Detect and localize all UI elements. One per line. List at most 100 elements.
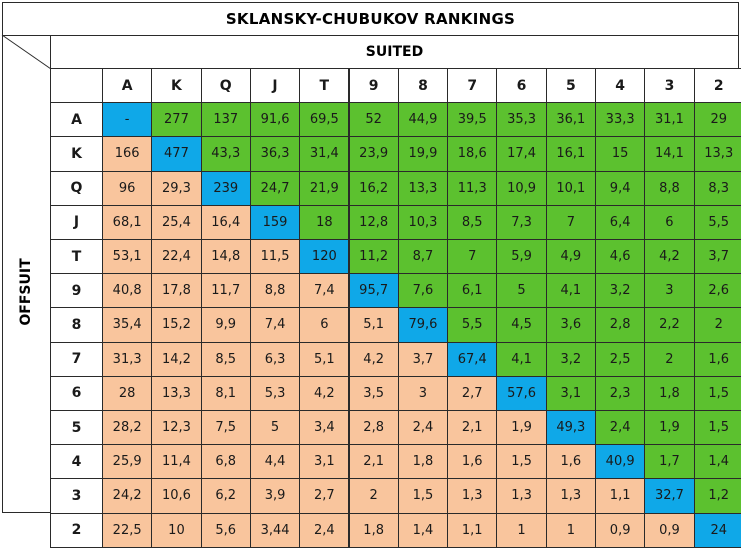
table-cell-pair: 239 bbox=[200, 170, 251, 206]
table-cell-suited: 4,2 bbox=[644, 239, 695, 275]
table-cell-offsuit: 8,8 bbox=[249, 273, 301, 309]
table-cell-suited: 2,5 bbox=[595, 341, 646, 377]
table-cell-suited: 3,7 bbox=[693, 239, 741, 275]
table-cell-offsuit: 5,1 bbox=[299, 341, 350, 377]
table-cell-suited: 33,3 bbox=[595, 102, 646, 138]
column-header-9: 9 bbox=[348, 68, 399, 104]
table-cell-suited: 69,5 bbox=[299, 102, 350, 138]
table-cell-offsuit: 1,9 bbox=[496, 410, 547, 446]
table-cell-pair: 79,6 bbox=[397, 307, 449, 343]
table-cell-suited: 6,4 bbox=[595, 204, 646, 240]
table-cell-suited: 3 bbox=[644, 273, 695, 309]
table-cell-offsuit: 1,1 bbox=[447, 512, 498, 548]
column-header-3: 3 bbox=[644, 68, 695, 104]
table-cell-offsuit: 0,9 bbox=[644, 512, 695, 548]
offsuit-header: OFFSUIT bbox=[18, 258, 34, 326]
table-cell-suited: 1,4 bbox=[693, 444, 741, 480]
table-cell-offsuit: 28 bbox=[102, 375, 153, 411]
table-cell-offsuit: 11,4 bbox=[151, 444, 202, 480]
row-header-3: 3 bbox=[50, 478, 103, 514]
table-cell-offsuit: 11,5 bbox=[249, 239, 301, 275]
table-cell-offsuit: 1,5 bbox=[496, 444, 547, 480]
table-cell-suited: 17,4 bbox=[496, 136, 547, 172]
table-cell-offsuit: 10 bbox=[151, 512, 202, 548]
table-cell-suited: 29 bbox=[693, 102, 741, 138]
table-cell-suited: 91,6 bbox=[249, 102, 301, 138]
table-cell-offsuit: 12,3 bbox=[151, 410, 202, 446]
table-cell-suited: 44,9 bbox=[397, 102, 449, 138]
table-cell-offsuit: 3,1 bbox=[299, 444, 350, 480]
table-cell-suited: 7,6 bbox=[397, 273, 449, 309]
table-cell-suited: 3,2 bbox=[595, 273, 646, 309]
table-cell-suited: 3,6 bbox=[545, 307, 596, 343]
column-header-q: Q bbox=[200, 68, 251, 104]
table-cell-offsuit: 68,1 bbox=[102, 204, 153, 240]
table-cell-pair: 24 bbox=[693, 512, 741, 548]
table-cell-suited: 1,9 bbox=[644, 410, 695, 446]
row-header-t: T bbox=[50, 239, 103, 275]
table-cell-offsuit: 35,4 bbox=[102, 307, 153, 343]
table-cell-offsuit: 8,1 bbox=[200, 375, 251, 411]
column-header-k: K bbox=[151, 68, 202, 104]
table-cell-offsuit: 1,8 bbox=[348, 512, 399, 548]
table-cell-suited: 3,1 bbox=[545, 375, 596, 411]
table-cell-offsuit: 3,44 bbox=[249, 512, 301, 548]
table-cell-suited: 31,1 bbox=[644, 102, 695, 138]
table-cell-pair: 40,9 bbox=[595, 444, 646, 480]
table-cell-offsuit: 14,8 bbox=[200, 239, 251, 275]
table-cell-offsuit: 1,6 bbox=[545, 444, 596, 480]
table-cell-suited: 43,3 bbox=[200, 136, 251, 172]
table-cell-offsuit: 3,5 bbox=[348, 375, 399, 411]
column-header-4: 4 bbox=[595, 68, 646, 104]
table-cell-suited: 137 bbox=[200, 102, 251, 138]
table-cell-suited: 1,8 bbox=[644, 375, 695, 411]
row-header-k: K bbox=[50, 136, 103, 172]
table-cell-suited: 21,9 bbox=[299, 170, 350, 206]
table-cell-offsuit: 22,5 bbox=[102, 512, 153, 548]
table-cell-suited: 13,3 bbox=[693, 136, 741, 172]
table-cell-suited: 36,3 bbox=[249, 136, 301, 172]
table-cell-suited: 5,5 bbox=[447, 307, 498, 343]
table-cell-offsuit: 11,7 bbox=[200, 273, 251, 309]
table-cell-offsuit: 1 bbox=[545, 512, 596, 548]
table-cell-offsuit: 3,4 bbox=[299, 410, 350, 446]
table-cell-suited: 1,2 bbox=[693, 478, 741, 514]
table-cell-offsuit: 14,2 bbox=[151, 341, 202, 377]
table-cell-suited: 16,1 bbox=[545, 136, 596, 172]
table-cell-suited: 6 bbox=[644, 204, 695, 240]
table-cell-offsuit: 5,1 bbox=[348, 307, 399, 343]
row-header-9: 9 bbox=[50, 273, 103, 309]
table-cell-offsuit: 2,4 bbox=[397, 410, 449, 446]
table-cell-offsuit: 2,7 bbox=[447, 375, 498, 411]
table-cell-offsuit: 6,2 bbox=[200, 478, 251, 514]
table-cell-pair: 57,6 bbox=[496, 375, 547, 411]
table-cell-offsuit: 22,4 bbox=[151, 239, 202, 275]
table-cell-offsuit: 6 bbox=[299, 307, 350, 343]
table-cell-offsuit: 1,4 bbox=[397, 512, 449, 548]
table-cell-suited: 4,6 bbox=[595, 239, 646, 275]
table-cell-offsuit: 1,6 bbox=[447, 444, 498, 480]
table-cell-suited: 39,5 bbox=[447, 102, 498, 138]
table-cell-offsuit: 17,8 bbox=[151, 273, 202, 309]
column-header-t: T bbox=[299, 68, 350, 104]
corner-cell bbox=[50, 68, 103, 104]
table-cell-offsuit: 7,4 bbox=[249, 307, 301, 343]
table-cell-suited: 8,3 bbox=[693, 170, 741, 206]
table-cell-offsuit: 25,4 bbox=[151, 204, 202, 240]
table-cell-pair: 120 bbox=[299, 239, 350, 275]
table-cell-suited: 14,1 bbox=[644, 136, 695, 172]
table-cell-suited: 2,6 bbox=[693, 273, 741, 309]
table-cell-offsuit: 53,1 bbox=[102, 239, 153, 275]
table-cell-suited: 1,7 bbox=[644, 444, 695, 480]
row-header-5: 5 bbox=[50, 410, 103, 446]
table-cell-offsuit: 1,3 bbox=[447, 478, 498, 514]
table-cell-suited: 5,9 bbox=[496, 239, 547, 275]
table-cell-suited: 8,7 bbox=[397, 239, 449, 275]
table-cell-suited: 7 bbox=[447, 239, 498, 275]
table-cell-offsuit: 1,3 bbox=[545, 478, 596, 514]
table-cell-offsuit: 28,2 bbox=[102, 410, 153, 446]
table-cell-suited: 6,1 bbox=[447, 273, 498, 309]
table-cell-offsuit: 3,7 bbox=[397, 341, 449, 377]
table-cell-offsuit: 7,5 bbox=[200, 410, 251, 446]
